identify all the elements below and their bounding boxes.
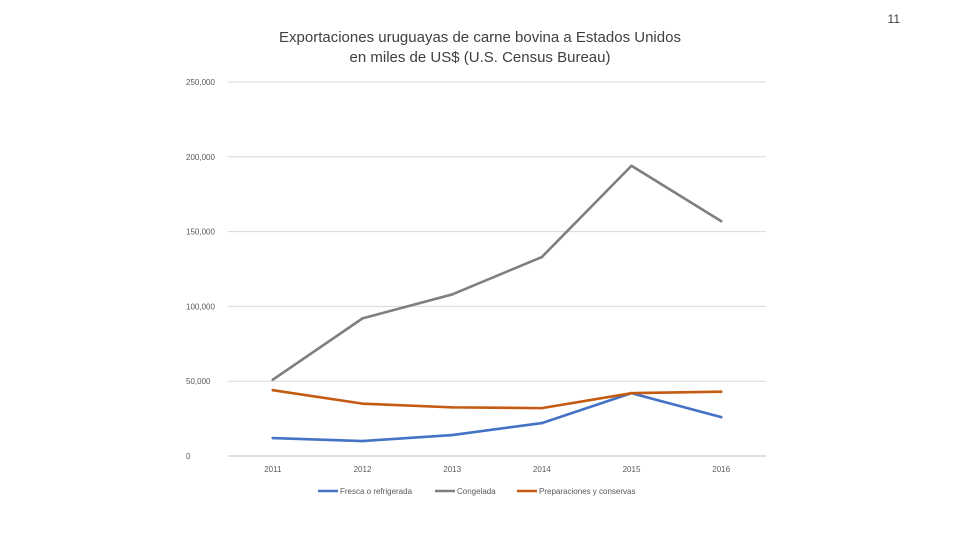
x-tick-label: 2014 [533,465,551,474]
y-tick-label: 50,000 [186,377,211,386]
y-tick-label: 200,000 [186,153,215,162]
legend: Fresca o refrigerada Congelada Preparacion… [318,487,636,496]
x-tick-label: 2012 [354,465,372,474]
series-line-1 [271,391,723,443]
series-line-2 [271,164,723,382]
chart-title: Exportaciones uruguayas de carne bovina … [180,28,780,68]
data-point [630,164,633,168]
chart-title-line-2: en miles de US$ (U.S. Census Bureau) [349,49,611,66]
series-line-3 [271,388,723,410]
data-point [361,402,364,405]
legend-label: Fresca o refrigerada [340,487,413,496]
series-lines [271,164,723,443]
y-axis-tick-labels: 0 50,000 100,000 150,000 200,000 250,000 [186,78,215,461]
data-point [361,439,364,443]
data-point [719,390,723,393]
data-point [630,391,633,395]
y-tick-label: 100,000 [186,302,215,311]
gridlines [228,81,766,457]
x-tick-label: 2016 [712,465,730,474]
x-tick-label: 2011 [264,465,282,474]
data-point [271,436,275,440]
data-point [540,406,544,410]
chart-title-line-1: Exportaciones uruguayas de carne bovina … [279,29,681,46]
y-tick-label: 250,000 [186,78,215,87]
data-point [450,406,454,409]
data-point [271,388,275,392]
data-point [450,433,454,437]
slide-number: 11 [887,12,900,26]
data-point [540,255,544,259]
y-tick-label: 150,000 [186,228,215,237]
data-point [361,317,364,320]
legend-label: Congelada [457,487,496,496]
x-axis-tick-labels: 2011 2012 2013 2014 2015 2016 [264,465,730,474]
data-point [719,219,723,223]
data-point [271,378,275,382]
x-tick-label: 2015 [623,465,641,474]
legend-label: Preparaciones y conservas [539,487,636,496]
data-point [719,415,723,419]
data-point [540,421,544,425]
x-tick-label: 2013 [443,465,461,474]
y-tick-label: 0 [186,452,191,461]
data-point [450,293,454,296]
